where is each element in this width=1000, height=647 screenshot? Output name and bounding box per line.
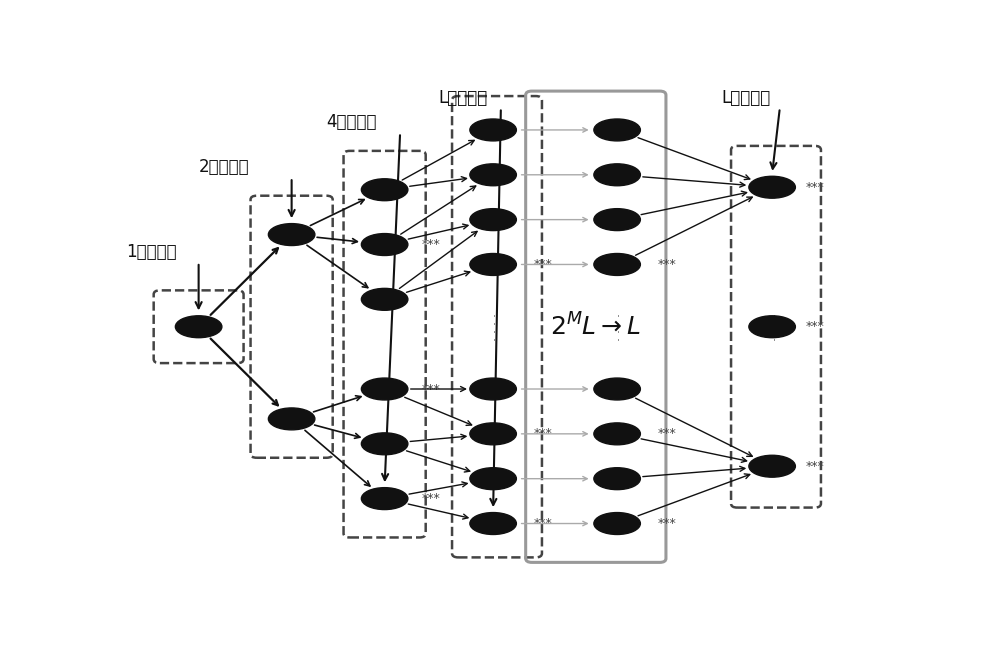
- Ellipse shape: [594, 164, 640, 186]
- Ellipse shape: [470, 254, 516, 276]
- Text: ***: ***: [658, 258, 677, 271]
- Text: · · · ·: · · · ·: [490, 313, 504, 341]
- Text: ***: ***: [534, 258, 553, 271]
- Text: ***: ***: [658, 517, 677, 530]
- Ellipse shape: [361, 234, 408, 256]
- Text: ***: ***: [422, 382, 440, 395]
- Ellipse shape: [594, 254, 640, 276]
- Ellipse shape: [361, 289, 408, 311]
- Ellipse shape: [594, 468, 640, 490]
- Text: ***: ***: [534, 517, 553, 530]
- Ellipse shape: [594, 119, 640, 141]
- Text: ***: ***: [805, 460, 824, 473]
- Ellipse shape: [470, 378, 516, 400]
- Ellipse shape: [594, 512, 640, 534]
- Ellipse shape: [594, 209, 640, 230]
- Ellipse shape: [470, 164, 516, 186]
- Ellipse shape: [470, 468, 516, 490]
- Ellipse shape: [470, 209, 516, 230]
- Text: ***: ***: [422, 492, 440, 505]
- Text: ***: ***: [422, 238, 440, 251]
- Ellipse shape: [470, 512, 516, 534]
- Ellipse shape: [749, 176, 795, 198]
- Text: 2候选路径: 2候选路径: [199, 159, 249, 177]
- Ellipse shape: [594, 423, 640, 444]
- Text: ***: ***: [805, 320, 824, 333]
- Text: · · · ·: · · · ·: [770, 313, 782, 341]
- Ellipse shape: [749, 316, 795, 338]
- Text: L候选路径: L候选路径: [722, 89, 771, 107]
- Ellipse shape: [361, 378, 408, 400]
- Text: $2^{M}L\rightarrow L$: $2^{M}L\rightarrow L$: [550, 313, 641, 340]
- Ellipse shape: [361, 433, 408, 455]
- Text: 1候选路径: 1候选路径: [127, 243, 177, 261]
- Text: · · · ·: · · · ·: [614, 313, 628, 341]
- Ellipse shape: [361, 488, 408, 510]
- Ellipse shape: [594, 378, 640, 400]
- Text: ***: ***: [658, 428, 677, 441]
- Ellipse shape: [175, 316, 222, 338]
- Text: ***: ***: [805, 181, 824, 193]
- Text: 4候选路径: 4候选路径: [326, 113, 377, 131]
- Text: L候选路径: L候选路径: [439, 89, 488, 107]
- Ellipse shape: [470, 423, 516, 444]
- Ellipse shape: [361, 179, 408, 201]
- Ellipse shape: [268, 224, 315, 245]
- Text: ***: ***: [534, 428, 553, 441]
- Ellipse shape: [470, 119, 516, 141]
- Ellipse shape: [268, 408, 315, 430]
- Ellipse shape: [749, 455, 795, 477]
